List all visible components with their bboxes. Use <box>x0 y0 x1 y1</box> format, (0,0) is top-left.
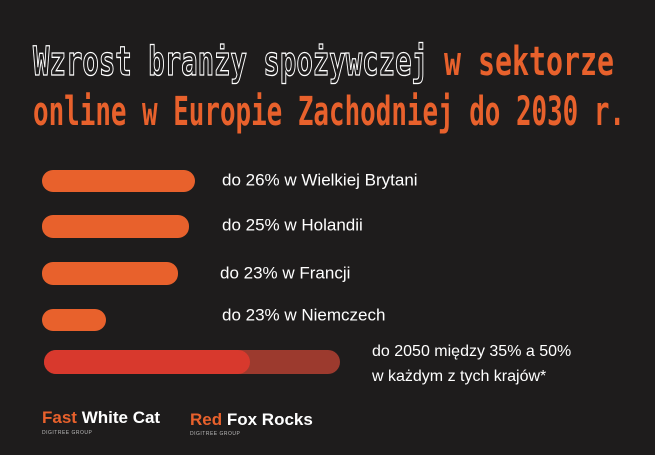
logo-accent: Fast <box>42 408 77 427</box>
item-label: do 25% w Holandii <box>222 215 363 234</box>
logo-accent: Red <box>190 410 222 429</box>
title-orange: w sektorze <box>444 39 614 85</box>
bar <box>44 350 250 374</box>
bar <box>42 309 106 331</box>
item-label: do 23% w Niemczech <box>222 305 385 324</box>
logo-group: DIGITREE GROUP <box>42 430 93 436</box>
logo-text: White Cat <box>82 408 161 427</box>
bar <box>42 262 178 285</box>
bar <box>42 215 189 238</box>
bar <box>42 170 195 192</box>
logo: Red Fox Rocks <box>190 410 313 429</box>
item-label: do 26% w Wielkiej Brytani <box>222 170 418 189</box>
summary-line: w każdym z tych krajów* <box>371 368 546 385</box>
title-white: Wzrost branży spożywczej <box>33 39 428 85</box>
title-line2: online w Europie Zachodniej do 2030 r. <box>33 89 625 135</box>
summary-line: do 2050 między 35% a 50% <box>372 343 571 360</box>
logo-group: DIGITREE GROUP <box>190 431 241 437</box>
logo-text: Fox Rocks <box>227 410 313 429</box>
item-label: do 23% w Francji <box>220 263 350 282</box>
logo: Fast White Cat <box>42 408 160 427</box>
